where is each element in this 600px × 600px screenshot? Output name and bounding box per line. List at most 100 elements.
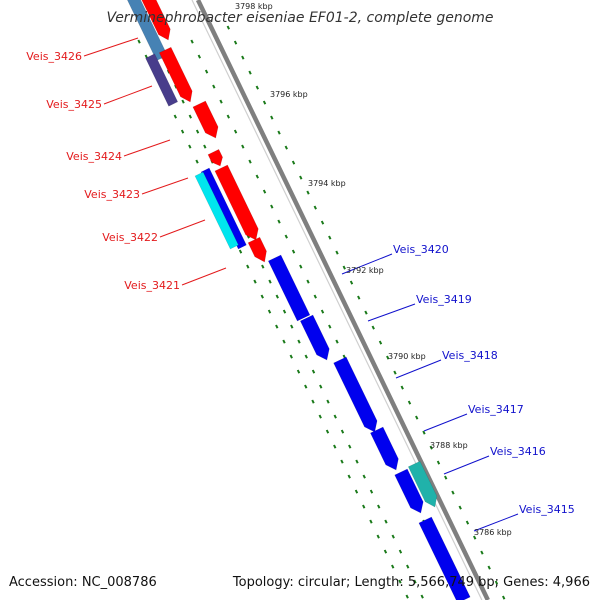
tick-dash [195, 159, 199, 164]
map-title: Verminephrobacter eiseniae EF01-2, compl… [106, 10, 493, 26]
tick-dash [335, 339, 339, 344]
gene-arrow-veis-3422-a[interactable] [214, 164, 259, 241]
tick-dash [384, 519, 388, 524]
gene-label-forward[interactable]: Veis_3416 [490, 445, 546, 458]
coordinate-label: 3788 kbp [430, 441, 468, 450]
gene-label-forward[interactable]: Veis_3419 [416, 293, 472, 306]
tick-dash [376, 534, 380, 539]
tick-dash [248, 159, 252, 164]
tick-dash [188, 144, 192, 149]
tick-dash [270, 204, 274, 209]
gene-arrow-veis-3420[interactable] [267, 254, 311, 322]
gene-arrow-veis-3417[interactable] [369, 426, 399, 471]
tick-dash [253, 279, 257, 284]
coordinate-label: 3796 kbp [270, 90, 308, 99]
leader-line [123, 139, 171, 157]
tick-dash [190, 39, 194, 44]
leader-line [341, 253, 393, 275]
gene-arrow-veis-3425-b [145, 53, 179, 107]
tick-dash [333, 444, 337, 449]
tick-dash [275, 324, 279, 329]
tick-dash [277, 130, 281, 135]
tick-row-3 [137, 39, 409, 599]
tick-dash [282, 339, 286, 344]
tick-dash [318, 414, 322, 419]
tick-dash [291, 160, 296, 165]
tick-dash [277, 219, 281, 224]
tick-dash [284, 145, 288, 150]
leader-line [423, 413, 468, 432]
leader-line [83, 37, 139, 57]
gene-label-forward[interactable]: Veis_3418 [442, 349, 498, 362]
gene-arrow-veis-3425-a[interactable] [158, 46, 193, 103]
tick-dash [173, 114, 177, 119]
tick-dash [342, 354, 346, 359]
tick-dash [420, 594, 424, 599]
tick-dash [320, 309, 325, 314]
tick-row-1 [226, 25, 506, 600]
gene-label-reverse[interactable]: Veis_3426 [26, 50, 82, 63]
tick-dash [391, 534, 395, 539]
gene-label-reverse[interactable]: Veis_3425 [46, 98, 102, 111]
tick-dash [342, 265, 346, 270]
tick-row-2 [152, 39, 424, 599]
tick-dash [369, 489, 374, 494]
tick-dash [328, 324, 332, 329]
tick-dash [335, 250, 339, 255]
tick-dash [290, 324, 294, 329]
tick-dash [422, 430, 426, 435]
tick-dash [180, 129, 185, 134]
tick-dash [282, 309, 287, 314]
tick-dash [219, 99, 223, 104]
tick-dash [480, 550, 484, 555]
tick-dash [197, 54, 201, 59]
tick-dash [325, 429, 330, 434]
tick-dash [255, 174, 259, 179]
leader-line [181, 267, 227, 286]
gene-label-reverse[interactable]: Veis_3424 [66, 150, 122, 163]
tick-dash [349, 280, 354, 285]
tick-dash [502, 595, 506, 600]
tick-dash [458, 505, 462, 510]
tick-dash [451, 490, 455, 495]
tick-dash [340, 459, 344, 464]
leader-line [473, 513, 519, 532]
tick-dash [195, 129, 200, 134]
tick-dash [299, 264, 303, 269]
label-leaders [83, 37, 519, 532]
tick-dash [226, 114, 230, 119]
tick-rows [137, 25, 506, 600]
tick-dash [405, 594, 409, 599]
tick-dash [355, 459, 359, 464]
tick-dash [348, 444, 352, 449]
summary-text: Topology: circular; Length: 5,566,749 bp… [232, 575, 590, 590]
gene-label-reverse[interactable]: Veis_3421 [124, 279, 180, 292]
gene-label-forward[interactable]: Veis_3415 [519, 503, 575, 516]
tick-dash [311, 399, 315, 404]
tick-dash [241, 55, 245, 60]
tick-dash [313, 205, 317, 210]
gene-arrow-veis-3418[interactable] [333, 356, 378, 433]
tick-dash [415, 415, 419, 420]
gene-arrow-veis-3426-a[interactable] [141, 0, 171, 41]
gene-arrow-veis-3423[interactable] [207, 149, 223, 167]
gene-arrow-veis-3419[interactable] [299, 314, 330, 361]
tick-dash [326, 399, 330, 404]
gene-label-reverse[interactable]: Veis_3422 [102, 231, 158, 244]
gene-label-forward[interactable]: Veis_3420 [393, 243, 449, 256]
gene-arrow-veis-3421[interactable] [247, 236, 267, 263]
gene-label-forward[interactable]: Veis_3417 [468, 403, 524, 416]
tick-dash [400, 385, 404, 390]
tick-dash [465, 520, 470, 525]
gene-label-reverse[interactable]: Veis_3423 [84, 188, 140, 201]
gene-arrow-veis-3415[interactable] [418, 516, 471, 600]
tick-dash [137, 39, 141, 44]
tick-dash [241, 144, 245, 149]
tick-dash [320, 220, 325, 225]
tick-dash [444, 475, 448, 480]
tick-dash [238, 249, 243, 254]
tick-dash [226, 25, 230, 30]
tick-dash [270, 115, 274, 120]
gene-arrow-veis-3416-a[interactable] [394, 468, 424, 514]
gene-arrow-veis-3424[interactable] [192, 100, 219, 139]
